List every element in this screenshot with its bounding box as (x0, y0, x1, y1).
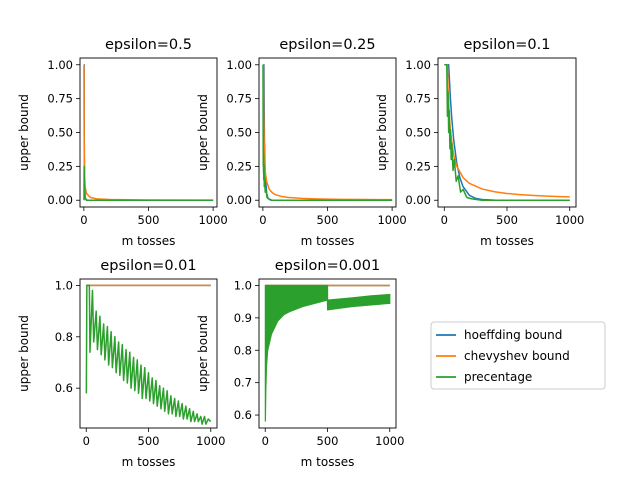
x-tick-label: 500 (496, 213, 518, 227)
subplot-title: epsilon=0.001 (275, 258, 380, 274)
x-tick-label: 500 (138, 434, 160, 448)
subplot-title: epsilon=0.1 (463, 37, 550, 53)
y-tick-label: 1.00 (226, 58, 252, 72)
y-tick-label: 0.50 (405, 126, 431, 140)
y-tick-label: 0.00 (226, 193, 252, 207)
y-tick-label: 0.75 (226, 92, 252, 106)
plot-area (83, 64, 214, 201)
plot-area (444, 64, 570, 201)
series-hoeffding-bound (444, 64, 570, 201)
legend-label-chevyshev-bound: chevyshev bound (464, 349, 570, 363)
x-tick-label: 500 (138, 213, 160, 227)
y-tick-label: 0.6 (55, 381, 73, 395)
x-tick-label: 0 (441, 213, 448, 227)
series-precentage (444, 64, 570, 201)
series-precentage (262, 64, 393, 201)
series-hoeffding-bound (263, 64, 393, 201)
x-axis-label: m tosses (122, 234, 176, 248)
y-tick-label: 0.25 (47, 159, 73, 173)
y-tick-label: 0.50 (47, 126, 73, 140)
y-axis-label: upper bound (17, 315, 31, 392)
x-tick-label: 1000 (375, 434, 404, 448)
y-tick-label: 0.00 (47, 193, 73, 207)
series-chevyshev-bound (262, 64, 393, 201)
x-tick-label: 0 (262, 434, 269, 448)
x-axis-label: m tosses (480, 234, 534, 248)
x-tick-label: 1000 (555, 213, 584, 227)
subplot-2: 0 500 1000 0.00 0.25 0.50 0.75 1.00 epsilon=0.25… (196, 37, 407, 248)
plot-area (262, 64, 393, 201)
x-tick-label: 0 (83, 434, 90, 448)
y-tick-label: 0.00 (405, 193, 431, 207)
y-tick-label: 0.50 (226, 126, 252, 140)
subplot-title: epsilon=0.01 (100, 258, 196, 274)
subplot-4: 0 500 1000 0.6 0.8 1.0 epsilon=0.01 m tosses upp… (17, 258, 225, 469)
series-chevyshev-bound (83, 64, 214, 201)
y-axis-label: upper bound (375, 94, 389, 171)
x-axis-label: m tosses (301, 234, 355, 248)
series-precentage (85, 284, 212, 425)
legend-label-precentage: precentage (464, 370, 532, 384)
x-tick-label: 1000 (198, 213, 227, 227)
series-chevyshev-bound (444, 64, 570, 198)
x-tick-label: 0 (259, 213, 266, 227)
x-tick-label: 500 (317, 213, 339, 227)
y-tick-label: 0.8 (55, 330, 73, 344)
x-tick-label: 0 (80, 213, 87, 227)
y-axis-label: upper bound (17, 94, 31, 171)
y-tick-label: 0.8 (234, 343, 252, 357)
y-tick-label: 0.9 (234, 311, 252, 325)
y-axis-label: upper bound (196, 94, 210, 171)
y-axis-label: upper bound (196, 315, 210, 392)
y-tick-label: 1.00 (47, 58, 73, 72)
x-tick-label: 1000 (196, 434, 225, 448)
y-tick-label: 1.0 (55, 278, 73, 292)
subplot-1: 0 500 1000 0.00 0.25 0.50 0.75 1.00 epsilon=0.5 m… (17, 37, 228, 248)
subplot-title: epsilon=0.5 (105, 37, 192, 53)
y-tick-label: 0.25 (226, 159, 252, 173)
y-tick-label: 0.25 (405, 159, 431, 173)
subplot-5: 0 500 1000 0.6 0.7 0.8 0.9 1.0 epsilon=0.001 m to… (196, 258, 404, 469)
series-hoeffding-bound (83, 64, 214, 201)
series-precentage (83, 165, 214, 201)
plot-area (264, 284, 391, 422)
y-tick-label: 0.75 (47, 92, 73, 106)
plot-area (85, 284, 212, 425)
y-tick-label: 0.6 (234, 408, 252, 422)
y-tick-label: 1.00 (405, 58, 431, 72)
x-axis-label: m tosses (122, 455, 176, 469)
y-tick-label: 0.75 (405, 92, 431, 106)
subplot-3: 0 500 1000 0.00 0.25 0.50 0.75 1.00 epsilon=0.1 m… (375, 37, 584, 248)
x-tick-label: 500 (317, 434, 339, 448)
y-tick-label: 1.0 (234, 278, 252, 292)
y-tick-label: 0.7 (234, 376, 252, 390)
series-precentage (264, 284, 391, 422)
legend-label-hoeffding-bound: hoeffding bound (464, 328, 562, 342)
subplot-title: epsilon=0.25 (279, 37, 375, 53)
x-axis-label: m tosses (301, 455, 355, 469)
legend: hoeffding bound chevyshev bound precentage (430, 321, 606, 390)
x-tick-label: 1000 (377, 213, 406, 227)
legend-box (430, 321, 606, 390)
